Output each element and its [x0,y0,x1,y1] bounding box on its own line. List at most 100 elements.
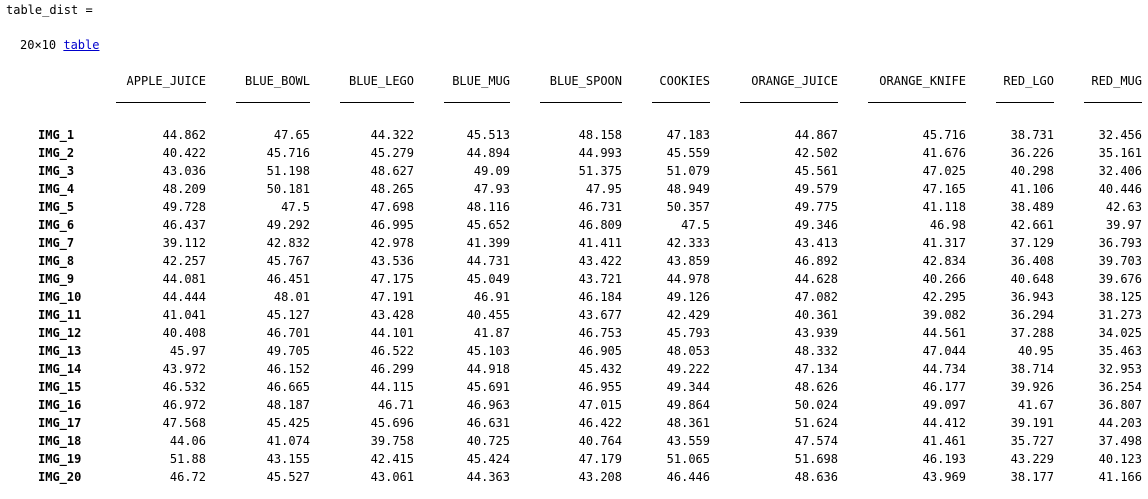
table-cell: 45.691 [466,380,510,394]
variable-name-line: table_dist = [6,3,93,17]
table-cell: 51.698 [794,452,838,466]
column-header-underline [996,102,1054,103]
table-cell: 48.053 [666,344,710,358]
table-cell: 43.559 [666,434,710,448]
table-cell: 45.767 [266,254,310,268]
table-cell: 42.333 [666,236,710,250]
column-header-red-mug: RED_MUG [1084,74,1142,106]
table-cell: 42.832 [266,236,310,250]
table-cell: 40.764 [578,434,622,448]
table-cell: 41.87 [473,326,510,340]
table-cell: 44.561 [922,326,966,340]
table-cell: 45.424 [466,452,510,466]
table-cell: 47.183 [666,128,710,142]
row-name: IMG_6 [38,218,75,232]
table-cell: 49.728 [162,200,206,214]
table-cell: 45.432 [578,362,622,376]
table-cell: 46.995 [370,218,414,232]
column-header-label: BLUE_MUG [452,74,510,88]
table-cell: 46.451 [266,272,310,286]
table-cell: 37.498 [1098,434,1142,448]
row-name: IMG_4 [38,182,75,196]
table-cell: 46.963 [466,398,510,412]
table-cell: 41.106 [1010,182,1054,196]
table-cell: 47.134 [794,362,838,376]
table-cell: 32.456 [1098,128,1142,142]
table-cell: 40.361 [794,308,838,322]
table-cell: 43.969 [922,470,966,484]
column-header-label: BLUE_BOWL [244,74,310,88]
table-cell: 46.522 [370,344,414,358]
table-cell: 49.126 [666,290,710,304]
table-dimensions-line: 20×10 table [20,38,99,52]
table-cell: 49.292 [266,218,310,232]
row-name: IMG_11 [38,308,82,322]
table-cell: 46.177 [922,380,966,394]
row-name: IMG_16 [38,398,82,412]
table-cell: 46.152 [266,362,310,376]
table-cell: 45.561 [794,164,838,178]
table-cell: 46.91 [473,290,510,304]
table-cell: 47.93 [473,182,510,196]
table-cell: 50.024 [794,398,838,412]
row-name: IMG_8 [38,254,75,268]
table-cell: 48.265 [370,182,414,196]
table-cell: 36.294 [1010,308,1054,322]
column-header-blue-spoon: BLUE_SPOON [540,74,622,106]
table-cell: 46.972 [162,398,206,412]
table-row: IMG_6 46.437 49.292 46.995 45.652 46.809 47.5 4… [0,216,1148,234]
table-cell: 40.446 [1098,182,1142,196]
table-cell: 41.317 [922,236,966,250]
table-cell: 46.299 [370,362,414,376]
table-cell: 42.257 [162,254,206,268]
table-cell: 37.129 [1010,236,1054,250]
column-header-red-lgo: RED_LGO [996,74,1054,106]
table-cell: 31.273 [1098,308,1142,322]
table-cell: 49.579 [794,182,838,196]
table-cell: 49.097 [922,398,966,412]
column-header-underline [868,102,966,103]
table-cell: 46.98 [929,218,966,232]
table-cell: 43.155 [266,452,310,466]
column-header-cookies: COOKIES [652,74,710,106]
table-cell: 44.734 [922,362,966,376]
table-cell: 48.636 [794,470,838,484]
table-row: IMG_20 46.72 45.527 43.061 44.363 43.208 46.44… [0,468,1148,486]
table-cell: 45.527 [266,470,310,484]
table-class-link[interactable]: table [63,38,100,52]
table-cell: 32.406 [1098,164,1142,178]
table-cell: 45.513 [466,128,510,142]
table-cell: 44.894 [466,146,510,160]
table-cell: 42.834 [922,254,966,268]
table-cell: 42.295 [922,290,966,304]
column-header-label: RED_MUG [1091,74,1142,88]
row-name: IMG_17 [38,416,82,430]
table-cell: 51.198 [266,164,310,178]
table-cell: 44.918 [466,362,510,376]
table-cell: 48.332 [794,344,838,358]
table-cell: 47.179 [578,452,622,466]
table-cell: 49.346 [794,218,838,232]
row-name: IMG_3 [38,164,75,178]
table-cell: 43.972 [162,362,206,376]
table-cell: 40.408 [162,326,206,340]
table-cell: 42.429 [666,308,710,322]
row-name: IMG_19 [38,452,82,466]
table-cell: 48.158 [578,128,622,142]
table-cell: 40.455 [466,308,510,322]
table-cell: 41.074 [266,434,310,448]
table-cell: 47.5 [281,200,310,214]
table-cell: 47.568 [162,416,206,430]
row-name: IMG_20 [38,470,82,484]
column-header-orange-juice: ORANGE_JUICE [740,74,838,106]
table-cell: 44.06 [169,434,206,448]
table-cell: 42.978 [370,236,414,250]
table-row: IMG_1 44.862 47.65 44.322 45.513 48.158 47.183… [0,126,1148,144]
table-cell: 49.864 [666,398,710,412]
table-cell: 40.725 [466,434,510,448]
table-cell: 36.254 [1098,380,1142,394]
table-cell: 47.175 [370,272,414,286]
table-cell: 41.461 [922,434,966,448]
table-cell: 45.793 [666,326,710,340]
table-cell: 43.677 [578,308,622,322]
